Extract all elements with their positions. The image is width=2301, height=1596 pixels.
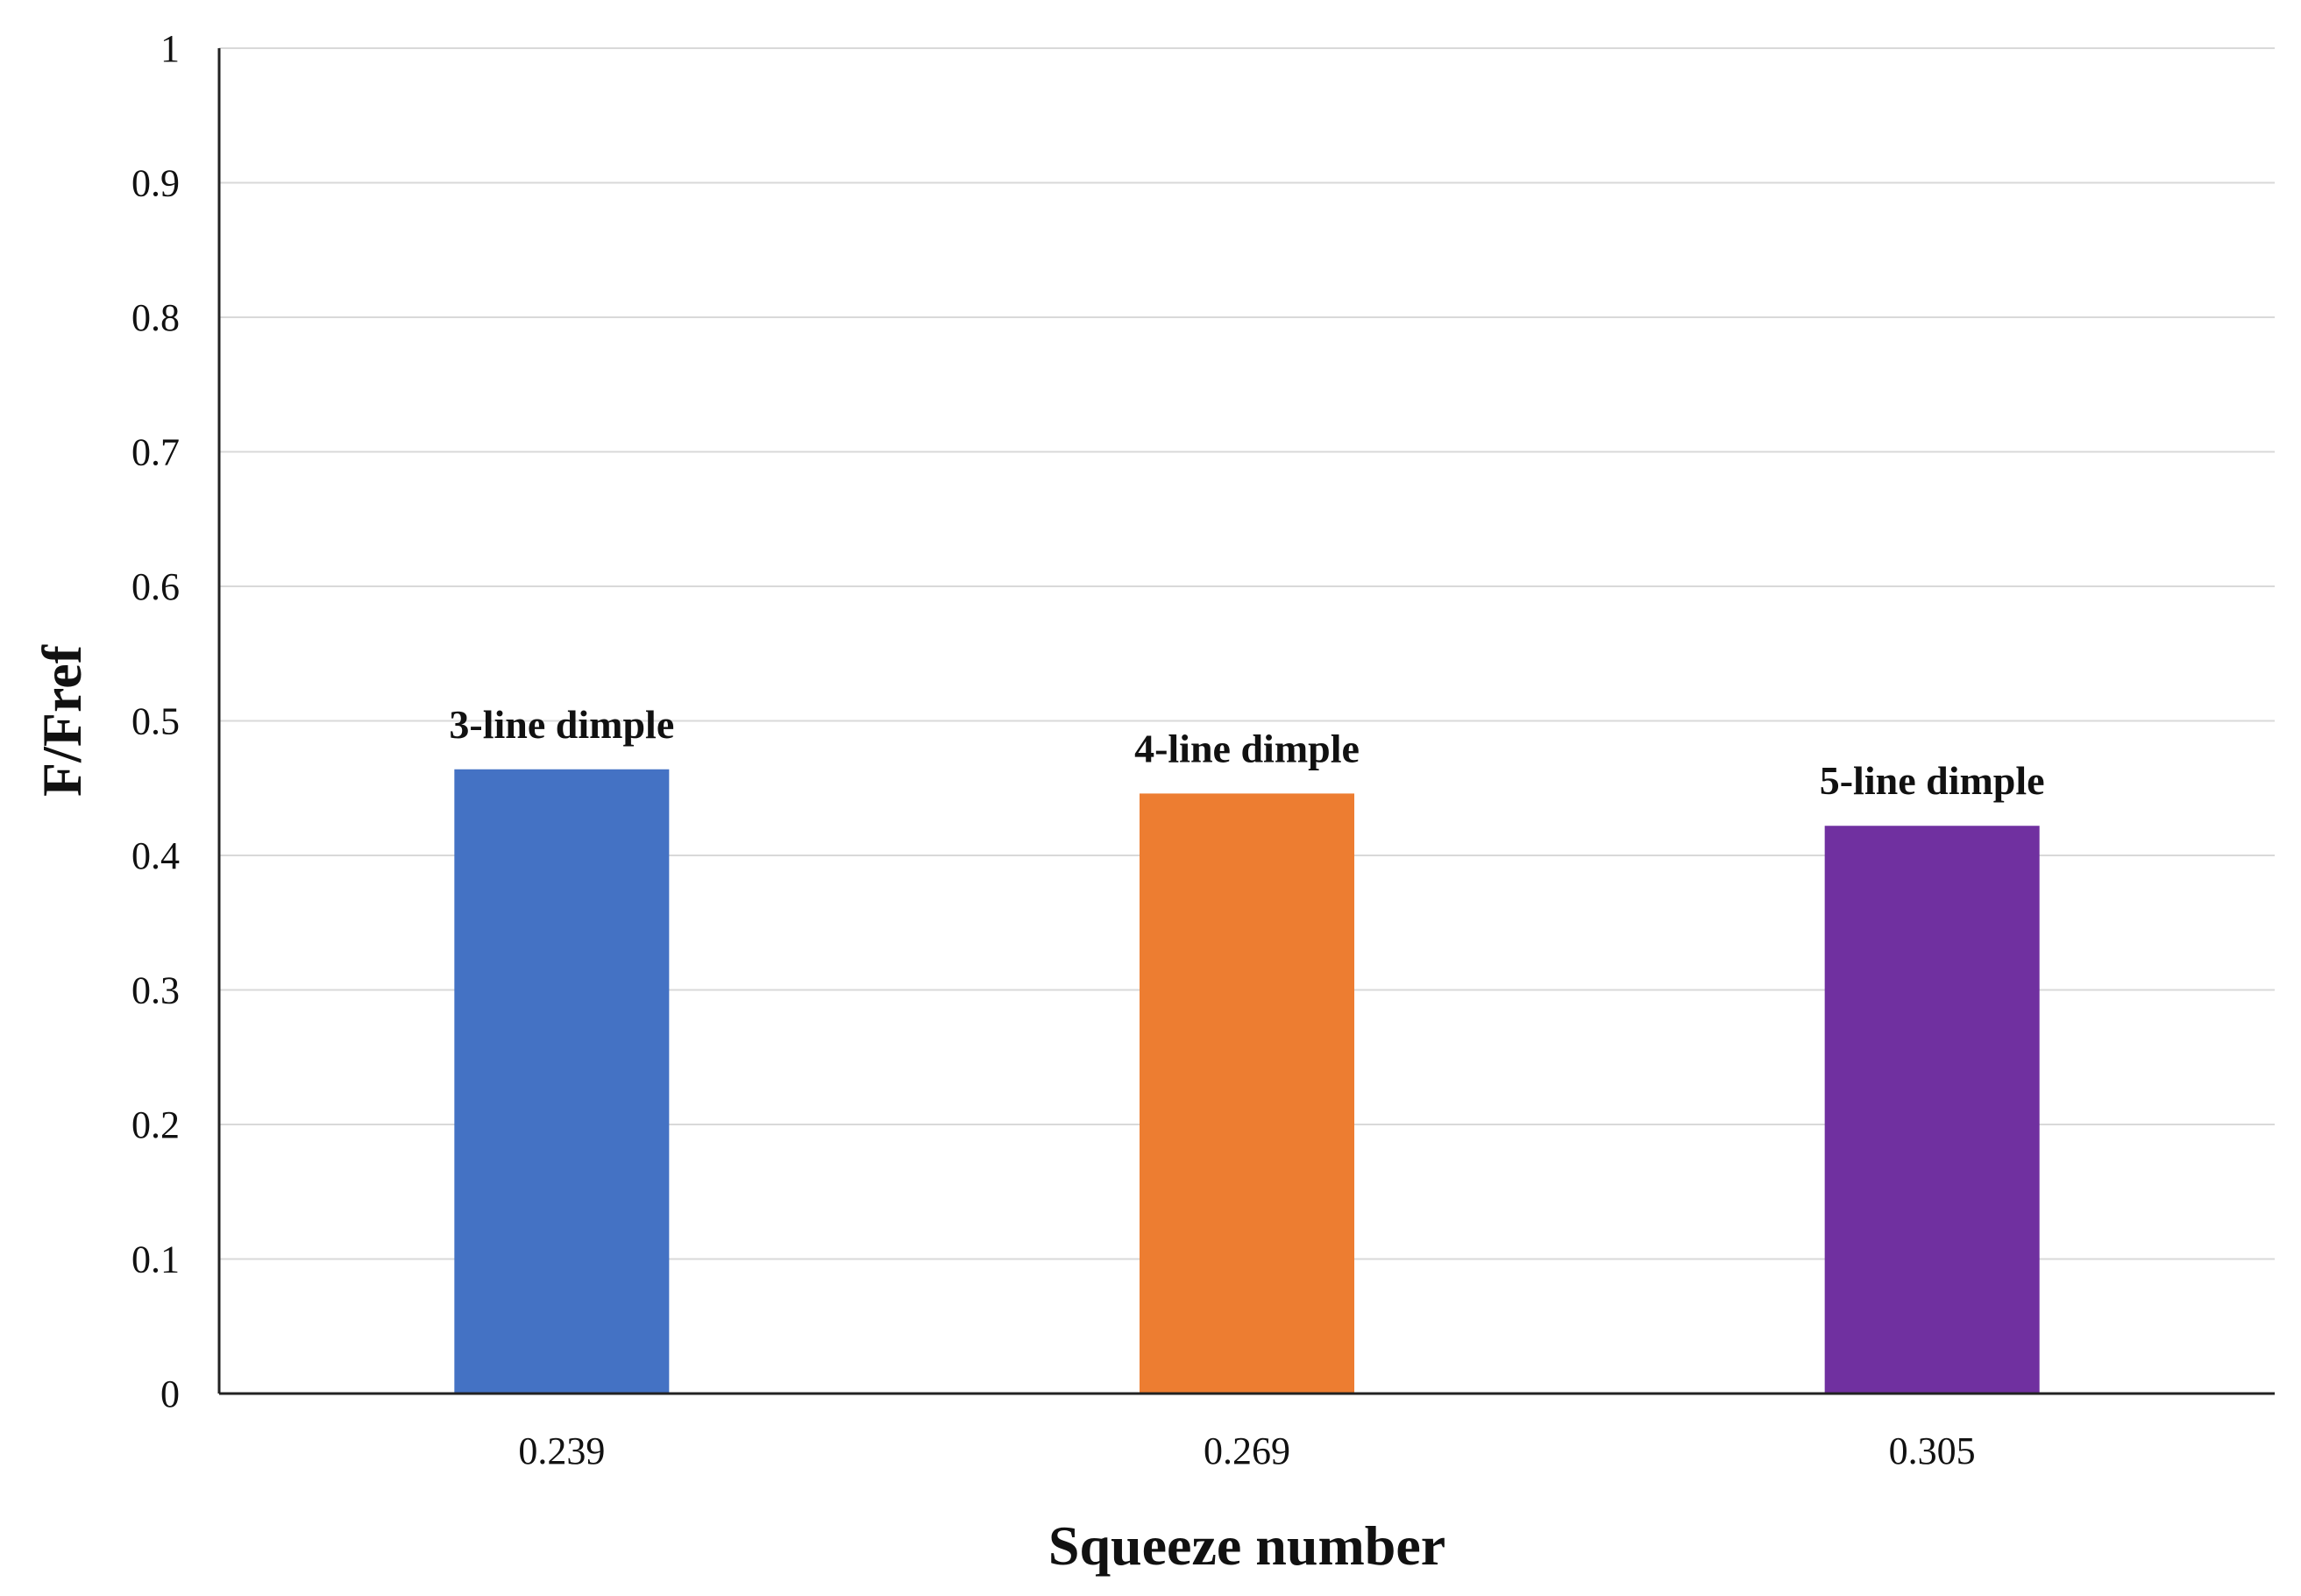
y-tick-label: 1 bbox=[160, 27, 180, 70]
y-tick-label: 0.5 bbox=[131, 700, 180, 743]
y-tick-label: 0.4 bbox=[131, 834, 180, 877]
x-axis-title: Squeeze number bbox=[1048, 1514, 1445, 1577]
bar bbox=[1824, 826, 2040, 1394]
bar-data-label: 5-line dimple bbox=[1820, 758, 2045, 803]
y-tick-label: 0.7 bbox=[131, 431, 180, 474]
y-tick-labels: 0 0.1 0.2 0.3 0.4 0.5 0.6 0.7 0.8 0.9 1 bbox=[131, 27, 180, 1415]
y-axis-title: F/Fref bbox=[31, 644, 93, 797]
y-tick-label: 0.1 bbox=[131, 1238, 180, 1281]
bar-labels: 3-line dimple 4-line dimple 5-line dimple bbox=[449, 702, 2044, 803]
bar-data-label: 4-line dimple bbox=[1134, 726, 1360, 770]
y-tick-label: 0.9 bbox=[131, 162, 180, 205]
y-tick-label: 0.6 bbox=[131, 565, 180, 608]
y-tick-label: 0.8 bbox=[131, 296, 180, 339]
x-tick-labels: 0.239 0.269 0.305 bbox=[518, 1429, 1975, 1472]
bar bbox=[1140, 793, 1354, 1394]
y-tick-label: 0.2 bbox=[131, 1103, 180, 1146]
x-tick-label: 0.269 bbox=[1204, 1429, 1290, 1472]
bar-data-label: 3-line dimple bbox=[449, 702, 674, 747]
x-tick-label: 0.239 bbox=[518, 1429, 605, 1472]
bars bbox=[454, 769, 2040, 1394]
x-tick-label: 0.305 bbox=[1889, 1429, 1976, 1472]
bar bbox=[454, 769, 670, 1394]
y-tick-label: 0.3 bbox=[131, 969, 180, 1012]
y-tick-label: 0 bbox=[160, 1373, 180, 1415]
